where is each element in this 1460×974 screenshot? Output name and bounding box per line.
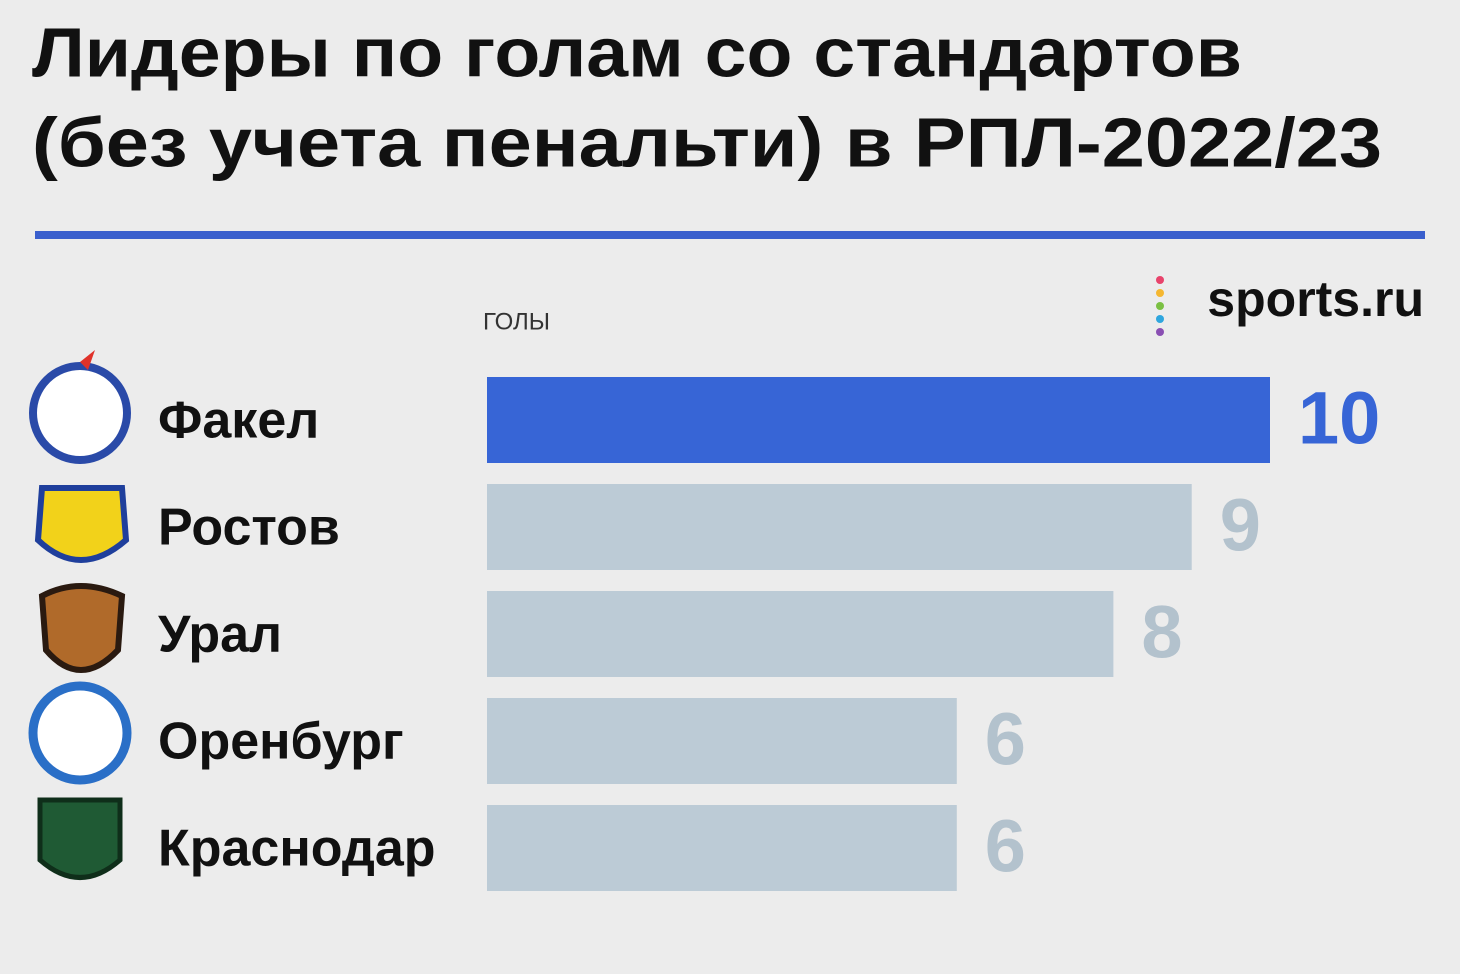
value-label: 9 (1220, 484, 1261, 567)
value-label: 8 (1141, 591, 1182, 674)
brand-dots (1156, 276, 1164, 336)
category-label: Оренбург (158, 713, 404, 771)
category-label: Краснодар (158, 820, 436, 878)
chart-title: (без учета пенальти) в РПЛ-2022/23 (32, 103, 1382, 181)
bar (487, 698, 957, 784)
axis-label: ГОЛЫ (483, 308, 550, 335)
value-label: 6 (985, 698, 1026, 781)
club-logos (28, 350, 132, 880)
divider (35, 231, 1425, 239)
value-label: 6 (985, 805, 1026, 888)
chart-title: Лидеры по голам со стандартов (32, 13, 1242, 91)
bar (487, 805, 957, 891)
bar (487, 377, 1270, 463)
bar (487, 591, 1114, 677)
brand: sports.ru (1207, 271, 1424, 327)
category-label: Урал (158, 606, 282, 664)
bar (487, 484, 1192, 570)
value-label: 10 (1298, 377, 1380, 460)
category-label: Ростов (158, 499, 340, 557)
category-label: Факел (158, 392, 319, 450)
